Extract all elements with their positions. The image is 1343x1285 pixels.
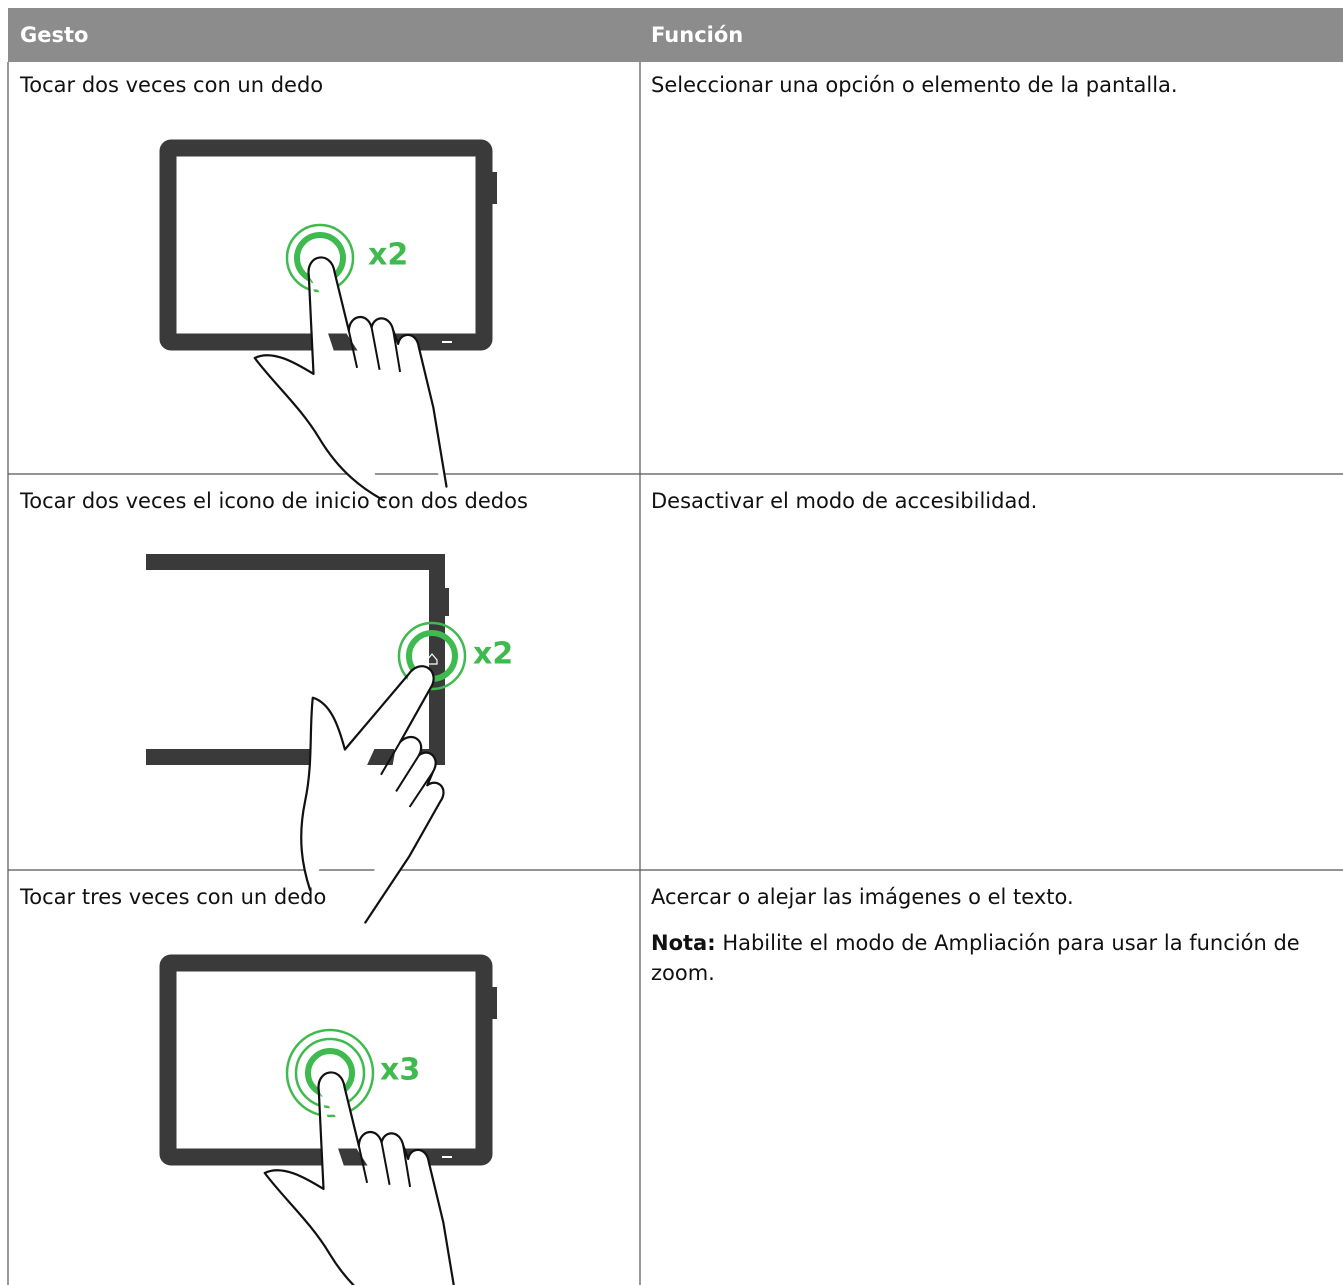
note: Nota: Habilite el modo de Ampliación par… xyxy=(651,928,1331,988)
badge: x3 xyxy=(380,1053,420,1088)
gesture: Tocar dos veces el icono de inicio con d… xyxy=(20,489,528,513)
gesture: Tocar tres veces con un dedo xyxy=(20,885,327,909)
function: Desactivar el modo de accesibilidad. xyxy=(651,489,1038,513)
header-cell: Función xyxy=(651,23,744,47)
function: Seleccionar una opción o elemento de la … xyxy=(651,73,1178,97)
note-text: Habilite el modo de Ampliación para usar… xyxy=(651,931,1300,985)
badge: x2 xyxy=(473,637,513,672)
note-label: Nota: xyxy=(651,931,716,955)
function: Acercar o alejar las imágenes o el texto… xyxy=(651,885,1074,909)
gesture: Tocar dos veces con un dedo xyxy=(20,73,324,97)
badge: x2 xyxy=(368,238,408,273)
header-cell: Gesto xyxy=(20,23,89,47)
